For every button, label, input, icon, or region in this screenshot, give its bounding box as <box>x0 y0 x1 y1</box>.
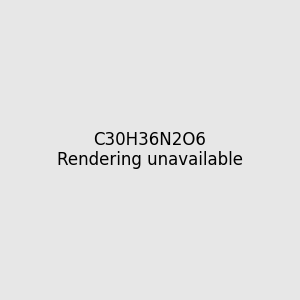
Text: C30H36N2O6
Rendering unavailable: C30H36N2O6 Rendering unavailable <box>57 130 243 170</box>
